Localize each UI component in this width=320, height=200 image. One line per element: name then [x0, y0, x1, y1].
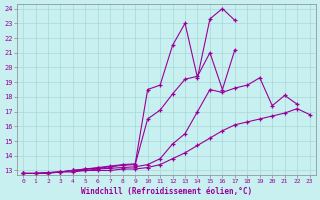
X-axis label: Windchill (Refroidissement éolien,°C): Windchill (Refroidissement éolien,°C)	[81, 187, 252, 196]
